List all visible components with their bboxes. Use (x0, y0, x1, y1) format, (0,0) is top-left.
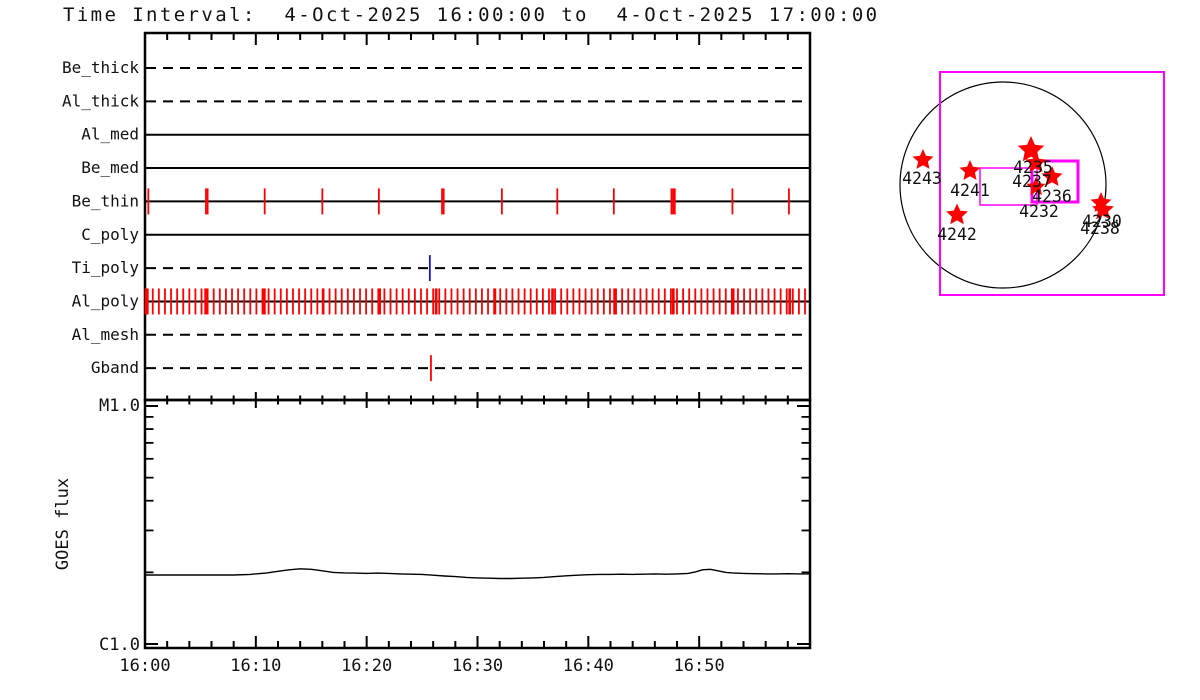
goes-panel-border (143, 398, 812, 650)
active-region-star-4241 (959, 160, 981, 180)
filter-label-Al_poly: Al_poly (72, 291, 140, 310)
active-region-star-4232 (1026, 177, 1046, 196)
filter-label-Al_thick: Al_thick (62, 91, 139, 110)
active-region-star-4235 (1017, 136, 1045, 162)
active-region-label-4243: 4243 (902, 169, 942, 188)
goes-ymin-label: C1.0 (99, 635, 140, 655)
timeline-panel-border (143, 31, 812, 402)
filter-label-Al_mesh: Al_mesh (72, 325, 139, 344)
active-region-label-4235: 4235 (1013, 158, 1053, 177)
filter-label-Al_med: Al_med (81, 125, 139, 144)
active-region-label-4232: 4232 (1019, 202, 1059, 221)
active-region-label-4238: 4238 (1080, 219, 1120, 238)
time-axis-label: 16:50 (674, 656, 725, 676)
filter-label-Be_thick: Be_thick (62, 58, 139, 77)
active-region-star-4238 (1092, 198, 1114, 220)
active-region-label-4236: 4236 (1032, 187, 1072, 206)
time-axis-label: 16:40 (563, 656, 614, 676)
solar-limb-circle (899, 81, 1107, 289)
page-title: Time Interval: 4-Oct-2025 16:00:00 to 4-… (63, 4, 880, 26)
time-axis-label: 16:00 (119, 656, 170, 676)
fov-box-2 (1030, 159, 1080, 204)
goes-ymax-label: M1.0 (99, 396, 140, 416)
active-region-label-4230: 4230 (1082, 212, 1122, 231)
filter-label-C_poly: C_poly (81, 225, 139, 244)
time-axis-label: 16:20 (341, 656, 392, 676)
active-region-label-4242: 4242 (937, 225, 977, 244)
active-region-star-4237 (1025, 152, 1047, 172)
filter-label-Be_med: Be_med (81, 158, 139, 177)
goes-flux-curve (145, 568, 810, 580)
time-axis-label: 16:30 (452, 656, 503, 676)
active-region-star-4243 (912, 149, 934, 169)
active-region-label-4237: 4237 (1012, 172, 1052, 191)
fov-box-0 (939, 71, 1165, 296)
active-region-star-4242 (946, 203, 968, 225)
active-region-label-4241: 4241 (950, 181, 990, 200)
time-axis-label: 16:10 (230, 656, 281, 676)
active-region-star-4236 (1041, 166, 1063, 186)
filter-label-Gband: Gband (91, 358, 139, 377)
goes-axis-title: GOES flux (53, 478, 73, 570)
filter-label-Be_thin: Be_thin (72, 191, 139, 210)
filter-label-Ti_poly: Ti_poly (72, 258, 140, 277)
